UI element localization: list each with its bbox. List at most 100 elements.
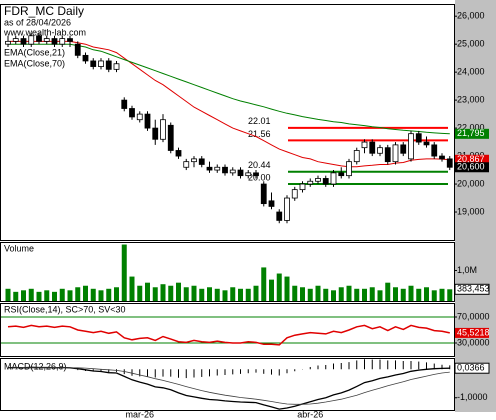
volume-bar	[307, 288, 313, 301]
candle-body	[74, 43, 81, 56]
candle-body	[431, 144, 438, 157]
candle-body	[5, 40, 11, 45]
volume-bar	[416, 288, 422, 301]
candle-body	[291, 189, 298, 199]
volume-bar	[21, 290, 26, 301]
axis-background	[455, 0, 496, 412]
volume-bar	[59, 288, 65, 301]
volume-bar	[13, 291, 19, 301]
ema-line	[8, 43, 450, 135]
volume-bar	[369, 287, 375, 301]
volume-bar	[230, 287, 236, 301]
candle-body	[183, 161, 190, 168]
volume-bar	[207, 287, 212, 301]
volume-bar	[214, 288, 220, 301]
y-tick-label: 25,000	[457, 39, 485, 49]
candle-body	[330, 172, 337, 185]
candle-body	[268, 200, 275, 207]
volume-bar	[385, 282, 391, 301]
volume-bar	[98, 290, 104, 301]
candle-body	[98, 60, 104, 67]
candle-body	[446, 158, 453, 168]
volume-bar	[44, 290, 50, 301]
rsi-line	[7, 324, 450, 346]
last-value-box	[455, 162, 489, 173]
volume-bar	[269, 279, 274, 301]
candle-body	[191, 158, 197, 163]
volume-bar	[362, 288, 367, 301]
candle-body	[20, 38, 27, 45]
volume-bar	[168, 285, 174, 301]
volume-bar	[75, 287, 81, 301]
candle-body	[43, 38, 50, 42]
candle-body	[129, 108, 135, 118]
candle-body	[392, 144, 399, 163]
candle-body	[284, 197, 290, 221]
volume-bar	[222, 290, 228, 301]
source: www.wealth-lab.com	[3, 27, 86, 37]
volume-bar	[331, 290, 336, 301]
candle-body	[369, 141, 376, 154]
candle-body	[198, 158, 205, 165]
macd-line	[7, 366, 450, 410]
candle-body	[167, 124, 174, 151]
last-value-label: 0,0366	[457, 363, 485, 373]
y-tick-label: 1,0M	[457, 265, 477, 275]
candle-body	[315, 178, 321, 182]
volume-bar	[284, 276, 290, 301]
candle-body	[408, 133, 414, 160]
y-tick-label: 20,000	[457, 178, 485, 188]
rsi-panel	[0, 303, 455, 357]
legend-entry: EMA(Close,70)	[4, 58, 65, 68]
y-tick-label: 26,000	[457, 11, 485, 21]
macd-line	[7, 367, 450, 405]
candle-body	[346, 161, 352, 177]
last-value-label: 45,5218	[457, 327, 490, 337]
level-label: 20.00	[248, 172, 271, 182]
candle-body	[338, 172, 345, 177]
last-value-label: 20,867	[457, 154, 485, 164]
candle-body	[12, 38, 19, 42]
candle-body	[322, 178, 329, 185]
subtitle: as of 28/04/2026	[4, 17, 71, 27]
last-value-box	[455, 327, 489, 338]
volume-bar	[160, 284, 166, 301]
candle-body	[28, 35, 35, 45]
last-value-box	[455, 128, 489, 139]
y-tick-label: -1,0000	[457, 392, 488, 402]
level-label: 20.44	[248, 160, 271, 170]
volume-bar	[346, 285, 352, 301]
volume-bar	[106, 288, 112, 301]
legend-entry: EMA(Close,21)	[4, 47, 65, 57]
volume-bar	[431, 290, 437, 301]
candle-body	[105, 60, 112, 70]
candle-body	[51, 38, 58, 45]
candle-body	[206, 166, 213, 171]
volume-bar	[36, 291, 42, 301]
candle-body	[423, 141, 430, 146]
candle-body	[222, 166, 228, 174]
volume-bar	[238, 288, 243, 301]
chart-title: FDR_MC Daily	[4, 4, 84, 18]
x-tick-label: abr-26	[297, 409, 323, 419]
candle-body	[299, 183, 306, 191]
panel-title: Volume	[4, 243, 34, 253]
candle-body	[175, 150, 182, 157]
volume-bar	[5, 288, 11, 301]
candle-body	[113, 63, 120, 70]
volume-bar	[253, 285, 259, 301]
volume-bar	[67, 290, 73, 301]
volume-bar	[191, 285, 197, 301]
volume-bar	[245, 288, 251, 301]
volume-bar	[447, 289, 453, 301]
volume-bar	[152, 287, 158, 301]
last-value-label: 21,795	[457, 128, 485, 138]
candle-body	[253, 172, 259, 177]
volume-bar	[439, 288, 445, 301]
volume-bar	[28, 288, 34, 301]
volume-bar	[176, 282, 181, 301]
panel-title: MACD(12,26,9)	[4, 361, 67, 371]
y-tick-label: 30,0000	[457, 337, 490, 347]
